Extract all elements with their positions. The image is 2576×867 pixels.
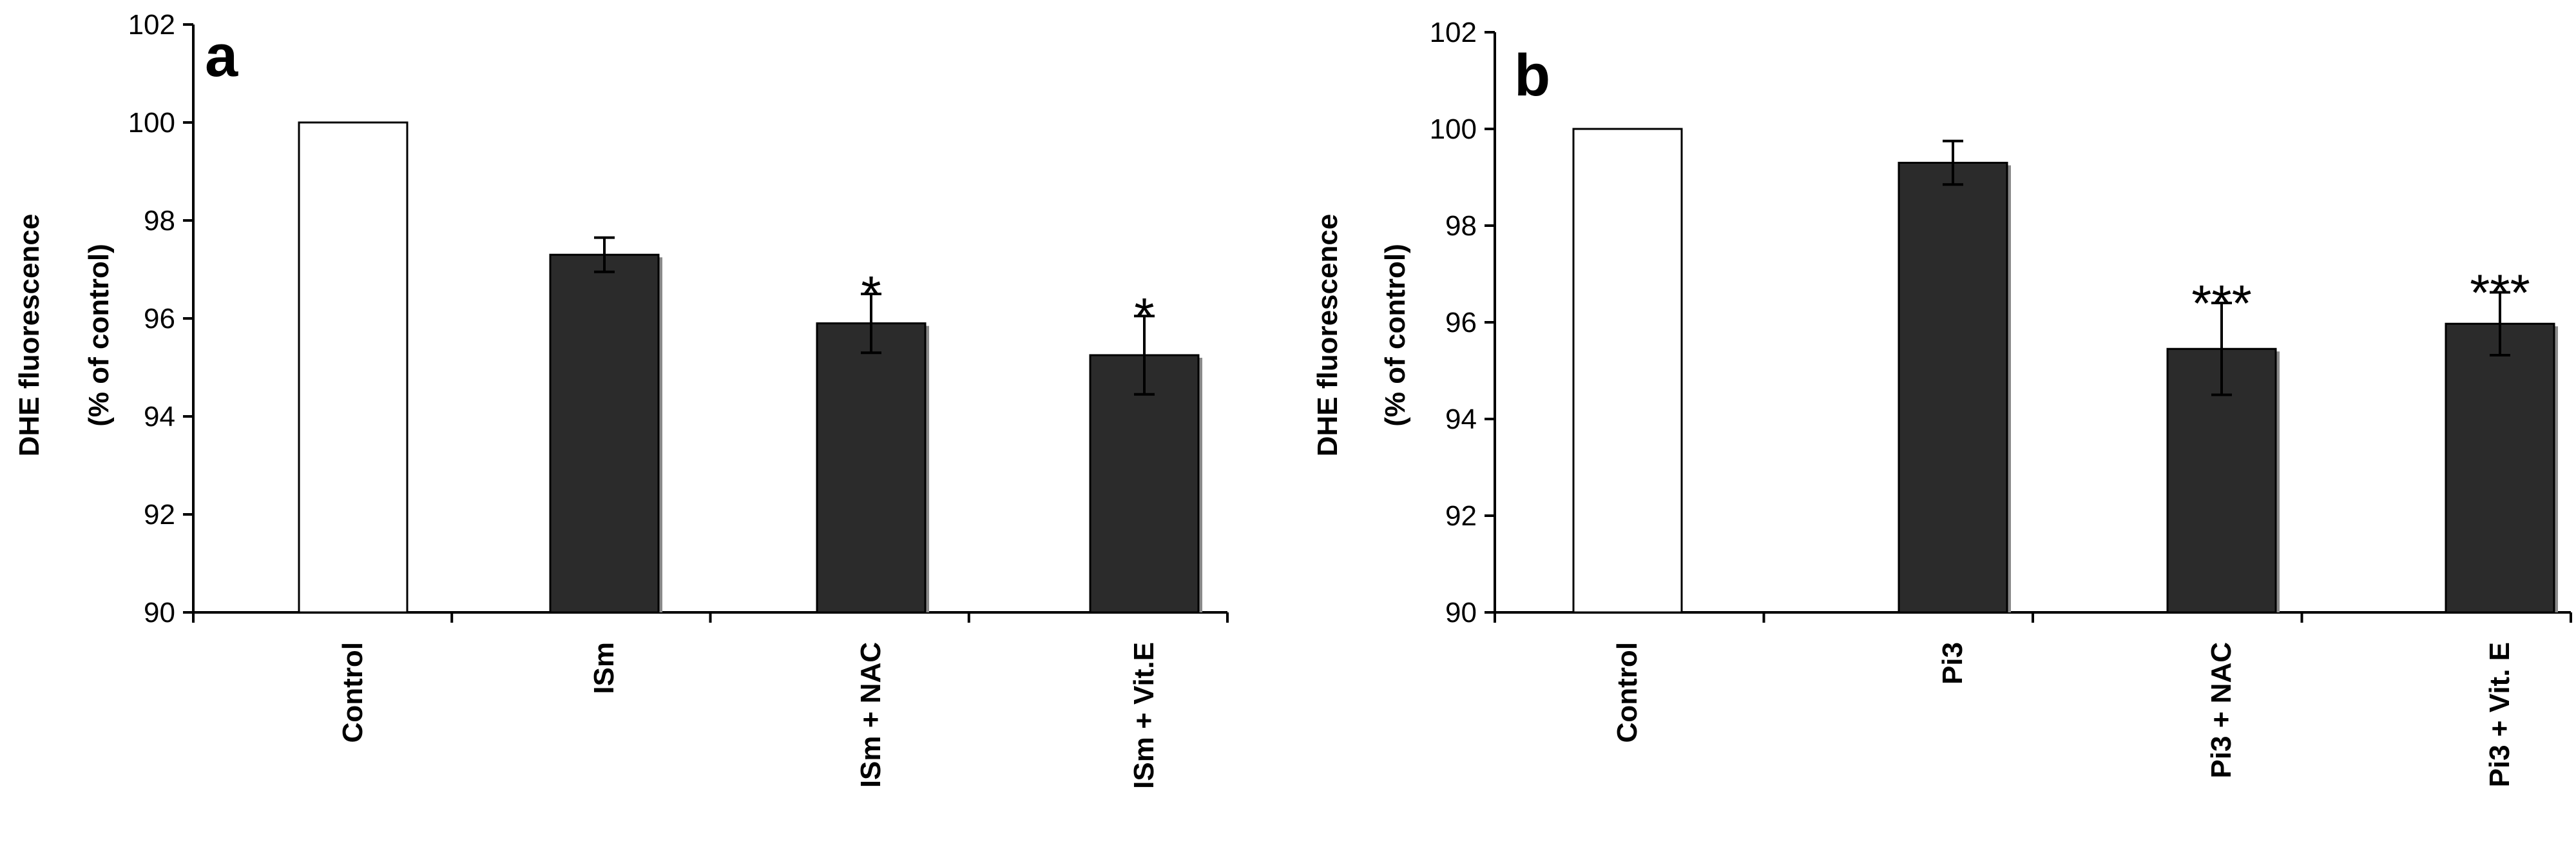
significance-marker: ***	[2470, 264, 2530, 322]
bar-pi3	[1898, 162, 2008, 614]
x-tick-label: ISm + Vit.E	[1128, 642, 1160, 789]
x-tick-label: Pi3	[1937, 642, 1968, 685]
y-tick-label: 94	[1445, 404, 1477, 435]
y-tick-label: 100	[128, 107, 175, 139]
bar-ism-vit-e	[1089, 354, 1200, 614]
y-tick-label: 92	[144, 499, 175, 531]
x-tick-label: Pi3 + Vit. E	[2484, 642, 2515, 787]
y-tick-label: 98	[144, 205, 175, 237]
y-tick-label: 96	[144, 303, 175, 335]
chart-panel-b: b DHE fluorescence (% of control) 90 92 94 96 9…	[1312, 17, 2572, 787]
panel-letter: a	[205, 23, 238, 89]
x-tick-label: ISm	[588, 642, 620, 694]
y-tick-label: 94	[144, 401, 175, 433]
y-tick-label: 102	[1430, 17, 1477, 48]
bar-control	[298, 121, 409, 614]
x-tick-label: Control	[337, 642, 369, 743]
y-axis-label: (% of control)	[1379, 244, 1411, 427]
bar-control	[1572, 128, 1683, 614]
x-tick-label: Control	[1611, 642, 1643, 743]
bar-pi3-vit-e	[2445, 322, 2555, 614]
y-tick-label: 92	[1445, 500, 1477, 532]
y-tick-label: 90	[1445, 597, 1477, 628]
x-tick-label: ISm + NAC	[855, 642, 887, 788]
y-axis-label: DHE fluorescence	[1312, 214, 1343, 457]
y-axis-label: (% of control)	[83, 244, 115, 427]
bar-ism	[549, 253, 660, 614]
y-tick-label: 102	[128, 9, 175, 41]
bar-ism-nac	[816, 322, 927, 614]
y-axis-label: DHE fluorescence	[14, 214, 45, 457]
y-tick-label: 96	[1445, 307, 1477, 338]
y-tick-label: 100	[1430, 113, 1477, 145]
significance-marker: ***	[2191, 275, 2251, 332]
panel-letter: b	[1514, 43, 1550, 108]
x-tick-label: Pi3 + NAC	[2206, 642, 2237, 779]
chart-panel-a: a DHE fluorescence (% of control) 90 92 94 96 9…	[14, 9, 1229, 789]
y-tick-label: 98	[1445, 210, 1477, 242]
significance-marker: *	[861, 266, 881, 323]
significance-marker: *	[1134, 287, 1154, 345]
y-tick-label: 90	[144, 597, 175, 628]
